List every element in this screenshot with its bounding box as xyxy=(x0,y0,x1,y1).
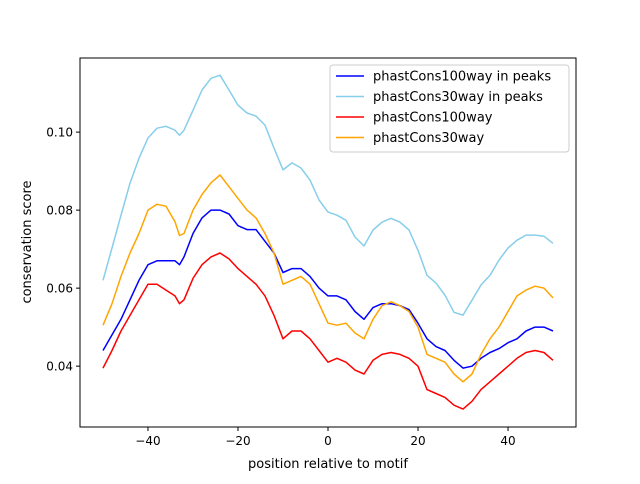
y-axis-ticks: 0.04 0.06 0.08 0.10 xyxy=(46,126,80,374)
legend: phastCons100way in peaks phastCons30way i… xyxy=(329,64,570,153)
series-line-2 xyxy=(102,252,554,410)
y-tick-label: 0.06 xyxy=(46,282,73,296)
y-tick-label: 0.10 xyxy=(46,126,73,140)
series-lines xyxy=(102,74,554,410)
series-line-3 xyxy=(102,174,554,383)
y-tick-label: 0.08 xyxy=(46,204,73,218)
y-axis-label: conservation score xyxy=(20,180,35,303)
legend-label-1: phastCons30way in peaks xyxy=(373,90,543,105)
legend-label-3: phastCons30way xyxy=(373,131,485,146)
x-tick-label: −20 xyxy=(225,434,250,448)
x-tick-label: −40 xyxy=(135,434,160,448)
x-axis-ticks: −40 −20 0 20 40 xyxy=(135,427,516,448)
x-tick-label: 40 xyxy=(500,434,515,448)
x-tick-label: 20 xyxy=(410,434,425,448)
series-line-0 xyxy=(102,209,554,369)
x-axis-label: position relative to motif xyxy=(248,457,408,472)
series-line-1 xyxy=(102,74,554,316)
x-tick-label: 0 xyxy=(324,434,332,448)
y-tick-label: 0.04 xyxy=(46,360,73,374)
legend-box xyxy=(329,64,570,153)
legend-label-0: phastCons100way in peaks xyxy=(373,70,551,85)
legend-label-2: phastCons100way xyxy=(373,111,493,126)
